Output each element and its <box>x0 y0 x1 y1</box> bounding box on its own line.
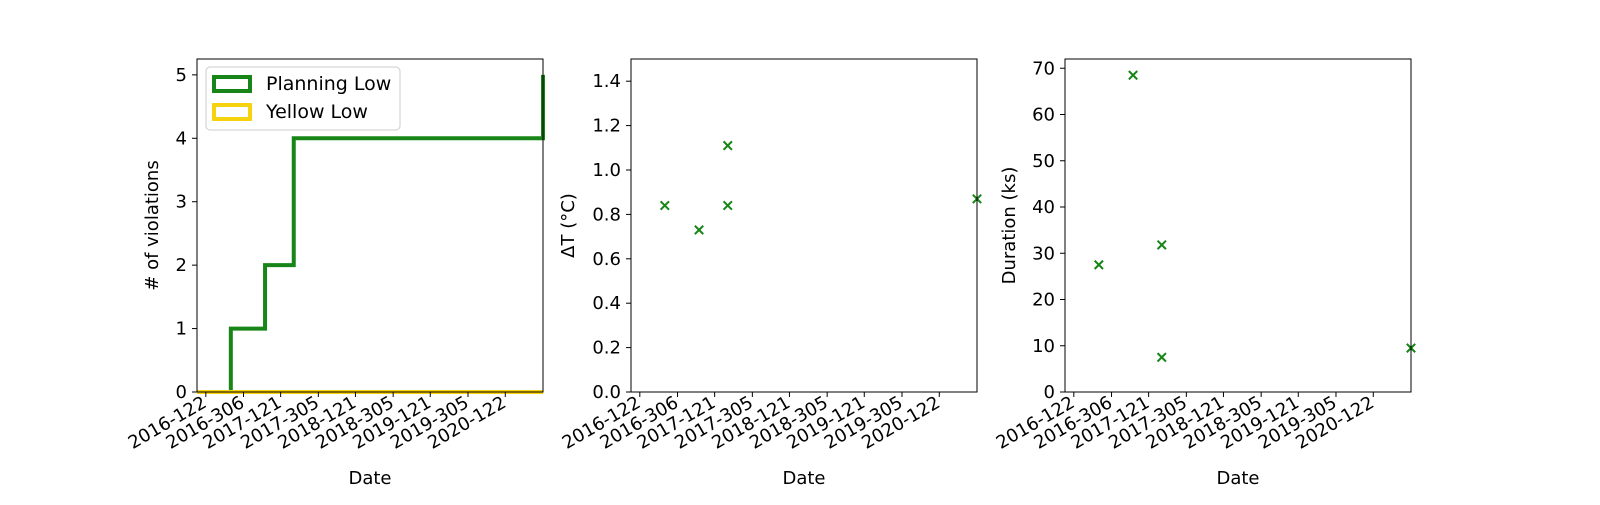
y-tick-label: 40 <box>1032 197 1055 218</box>
y-tick-label: 0 <box>1044 382 1055 403</box>
data-point <box>722 140 733 151</box>
data-point <box>694 225 704 235</box>
y-tick-label: 50 <box>1032 151 1055 172</box>
x-axis-label: Date <box>782 468 825 489</box>
axes-frame <box>196 58 544 393</box>
y-tick-label: 4 <box>176 128 187 149</box>
x-axis-label: Date <box>1216 468 1259 489</box>
y-tick-label: 2 <box>176 255 187 276</box>
y-axis-label: # of violations <box>142 160 163 290</box>
y-axis-label: ΔT (°C) <box>558 193 579 258</box>
data-point <box>1156 352 1167 363</box>
legend: Planning Low Yellow Low <box>205 66 401 131</box>
y-tick-label: 0.0 <box>592 382 621 403</box>
y-tick-label: 1.0 <box>592 160 621 181</box>
y-tick-label: 1.4 <box>592 71 621 92</box>
y-tick-label: 10 <box>1032 336 1055 357</box>
axes-frame <box>1064 58 1412 393</box>
y-tick-label: 0 <box>176 382 187 403</box>
y-tick-label: 30 <box>1032 243 1055 264</box>
y-tick-label: 5 <box>176 65 187 86</box>
delta-t-chart: 0.00.20.40.60.81.01.21.42016-1222016-306… <box>558 58 982 489</box>
data-point <box>722 200 733 211</box>
y-axis-label: Duration (ks) <box>999 167 1020 285</box>
y-tick-label: 0.4 <box>592 293 621 314</box>
y-tick-label: 20 <box>1032 290 1055 311</box>
data-point <box>659 200 670 211</box>
legend-label: Planning Low <box>266 73 391 95</box>
y-tick-label: 70 <box>1032 58 1055 79</box>
y-tick-label: 0.6 <box>592 249 621 270</box>
y-tick-label: 1.2 <box>592 116 621 137</box>
legend-box <box>205 66 401 131</box>
legend-swatch <box>212 75 252 93</box>
axes-frame <box>630 58 978 393</box>
y-tick-label: 1 <box>176 319 187 340</box>
y-tick-label: 0.2 <box>592 338 621 359</box>
violations-chart: 0123452016-1222016-3062017-1212017-30520… <box>125 58 545 489</box>
data-point <box>1093 259 1104 270</box>
x-axis-label: Date <box>348 468 391 489</box>
data-point <box>1156 240 1167 250</box>
y-tick-label: 60 <box>1032 105 1055 126</box>
legend-swatch <box>212 103 252 121</box>
y-tick-label: 3 <box>176 192 187 213</box>
data-point <box>1128 70 1138 81</box>
legend-label: Yellow Low <box>265 101 368 123</box>
duration-chart: 0102030405060702016-1222016-3062017-1212… <box>993 58 1416 489</box>
y-tick-label: 0.8 <box>592 204 621 225</box>
